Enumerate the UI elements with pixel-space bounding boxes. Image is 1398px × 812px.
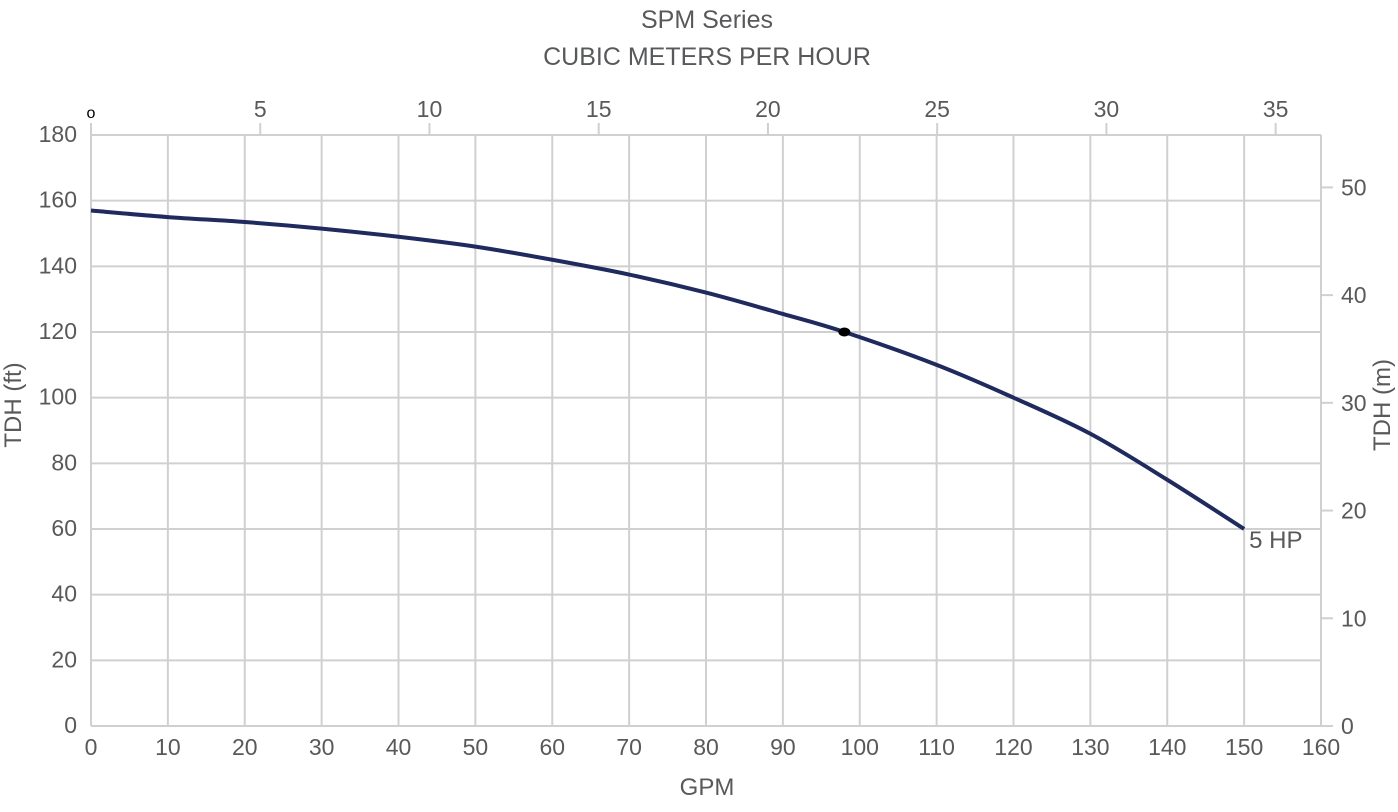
chart-title: SPM Series [641,6,773,34]
x-tick-label: 160 [1302,734,1340,760]
x-tick-label: 90 [770,734,796,760]
x-tick-label: 70 [616,734,642,760]
top-axis-label: CUBIC METERS PER HOUR [543,43,871,71]
top-axis-tick-label: 25 [924,96,950,122]
y-tick-label-left: 120 [39,318,77,344]
x-tick-label: 120 [994,734,1032,760]
y-tick-label-left: 40 [51,581,77,607]
y-axis-label-right: TDH (m) [1369,359,1396,451]
right-axis-tick-label: 10 [1341,605,1367,631]
y-axis-label-left: TDH (ft) [0,362,27,447]
top-axis-tick-label: 10 [417,96,443,122]
y-tick-label-left: 0 [64,712,77,738]
top-axis-tick-label: 5 [254,96,267,122]
y-tick-label-left: 20 [51,646,77,672]
x-tick-label: 10 [155,734,181,760]
x-tick-label: 100 [841,734,879,760]
x-tick-label: 40 [386,734,412,760]
top-axis-tick-label: 30 [1094,96,1120,122]
x-tick-label: 0 [85,734,98,760]
x-tick-label: 150 [1225,734,1263,760]
x-tick-label: 140 [1148,734,1186,760]
series-layer: 5 HP [90,208,1302,554]
operating-point-marker [838,327,851,337]
x-tick-label: 130 [1071,734,1109,760]
top-axis-tick-label: 15 [586,96,612,122]
right-axis-tick-label: 40 [1341,282,1367,308]
top-axis-tick-label: o [87,105,96,122]
series-line-5hp [90,208,1246,531]
tick-labels: 0 10 20 30 40 50 60 70 80 90 100 110 120 130 140 150 160… [39,96,1367,760]
right-axis-tick-label: 20 [1341,498,1367,524]
top-axis-tick-label: 35 [1263,96,1289,122]
series-label-5hp: 5 HP [1249,527,1302,554]
x-axis-label: GPM [680,774,735,801]
x-tick-label: 60 [539,734,565,760]
y-tick-label-left: 100 [39,384,77,410]
right-axis-tick-label: 0 [1341,713,1354,739]
x-tick-label: 20 [232,734,258,760]
y-tick-label-left: 140 [39,252,77,278]
x-tick-label: 30 [309,734,335,760]
x-tick-label: 80 [693,734,719,760]
grid-lines [90,123,1333,727]
x-tick-label: 110 [918,734,955,760]
y-tick-label-left: 160 [39,187,77,213]
right-axis-tick-label: 50 [1341,174,1367,200]
y-tick-label-left: 180 [39,121,77,147]
x-tick-label: 50 [463,734,489,760]
top-axis-tick-label: 20 [755,96,781,122]
y-tick-label-left: 60 [51,515,77,541]
right-axis-tick-label: 30 [1341,390,1367,416]
y-tick-label-left: 80 [51,449,77,475]
